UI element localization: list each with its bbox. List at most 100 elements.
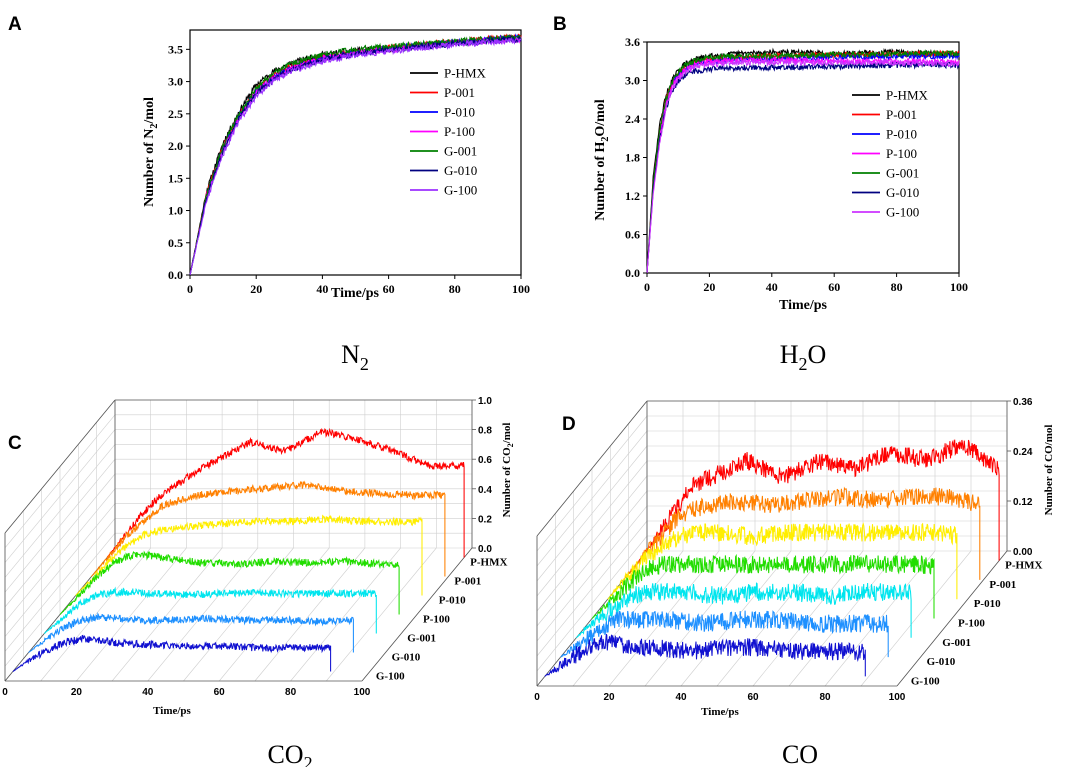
series-axis-label: P-010 [439,595,466,607]
series-line-p-010 [75,514,423,596]
series-lines-d [544,439,1000,677]
series-axis-label: G-010 [392,652,421,664]
x-tick-label: 100 [512,282,530,296]
caption-c: CO2 [267,740,312,767]
series-axis-label: G-100 [376,671,405,683]
series-axis-labels-d: P-HMX P-001 P-010 P-100 G-001 G-010 G-100 [911,560,1043,688]
z-axis-label-c: Number of CO2/mol [501,423,515,518]
grid-line [4,518,116,652]
legend-label-g-001: G-001 [444,144,477,159]
y-ticks-b: 0.0 0.6 1.2 1.8 2.4 3.0 3.6 [625,35,647,280]
grid-line [4,429,116,563]
z-tick-label: 0.4 [478,485,492,496]
y-tick-label: 0.6 [625,228,640,242]
series-line-p-100 [591,553,935,619]
series-axis-label: P-100 [958,618,985,630]
series-axis-label: P-001 [454,576,481,588]
x-tick-label: 40 [142,687,154,698]
y-tick-label: 0.0 [168,268,183,282]
series-line-g-010 [646,61,960,274]
series-axis-labels-c: P-HMX P-001 P-010 P-100 G-001 G-010 G-100 [376,557,508,683]
grid-line [536,475,648,612]
grid-line [860,550,972,687]
grid-line [788,550,900,687]
x-tick-label: 0 [534,692,540,703]
z-ticks-c: 0.0 0.2 0.4 0.6 0.8 1.0 [472,396,492,555]
series-line-g-100 [189,36,522,276]
panel-label-d: D [562,414,576,435]
z-tick-label: 0.2 [478,514,492,525]
grid-line [326,547,437,682]
z-tick-label: 0.12 [1013,497,1033,508]
grid-line [536,520,648,657]
legend-label-p-hmx: P-HMX [886,88,929,103]
grid-line [608,550,720,687]
grid-line [536,535,648,672]
legend-label-p-001: P-001 [444,85,475,100]
series-axis-label: G-001 [942,637,971,649]
series-lines-b [646,47,960,274]
caption-b: H2O [780,340,827,374]
x-tick-label: 80 [285,687,297,698]
x-tick-label: 40 [316,282,328,296]
x-axis-label-c: Time/ps [153,705,191,717]
series-axis-label: P-HMX [470,557,507,569]
z-tick-label: 0.36 [1013,397,1033,408]
y-axis-label-b: Number of H2O/mol [593,99,611,221]
panel-d: D 0 20 40 60 80 100 0.00 0.12 0.24 0.36 P-HMX P-0… [534,397,1055,767]
y-ticks-a: 0.0 0.5 1.0 1.5 2.0 2.5 3.0 3.5 [168,42,190,282]
x-tick-label: 0 [2,687,8,698]
z-tick-label: 0.24 [1013,447,1033,458]
legend-b: P-HMX P-001 P-010 P-100 G-001 G-010 G-100 [852,88,929,220]
series-axis-label: G-001 [407,633,436,645]
grid-line [536,445,648,582]
grid-line [4,503,116,637]
x-ticks-b: 0 20 40 60 80 100 [644,273,968,294]
series-line-g-010 [28,612,354,653]
legend-label-g-100: G-100 [444,183,477,198]
y-tick-label: 3.0 [625,74,640,88]
y-tick-label: 2.5 [168,107,183,121]
series-line-p-010 [607,522,958,600]
y-axis-label-a: Number of N2/mol [142,97,160,207]
x-tick-label: 100 [950,280,968,294]
legend-label-p-001: P-001 [886,107,917,122]
y-tick-label: 3.6 [625,35,640,49]
grid-line [254,547,366,682]
panel-label-b: B [553,14,567,35]
series-line-p-hmx [638,439,1000,561]
y-tick-label: 3.0 [168,75,183,89]
axes-edge [536,400,648,537]
legend-label-g-001: G-001 [886,166,919,181]
series-line-g-001 [43,586,377,634]
series-axis-label: G-100 [911,675,940,687]
panel-label-a: A [8,14,22,35]
legend-a: P-HMX P-001 P-010 P-100 G-001 G-010 G-100 [410,66,487,198]
z-tick-label: 0.8 [478,426,492,437]
x-tick-label: 60 [747,692,759,703]
x-axis-label-d: Time/ps [701,706,739,718]
legend-label-p-010: P-010 [444,105,475,120]
axes-box-c [4,399,473,682]
x-tick-label: 100 [354,687,371,698]
series-axis-label: P-010 [974,598,1001,610]
grid-line [76,547,187,682]
series-line-p-hmx [646,47,960,274]
series-line-g-010 [560,610,889,658]
series-line-p-001 [646,49,960,274]
y-tick-label: 1.5 [168,171,183,185]
grid-line [536,460,648,597]
caption-d: CO [782,740,818,767]
legend-label-p-hmx: P-HMX [444,66,487,81]
y-tick-label: 3.5 [168,42,183,56]
x-tick-label: 20 [603,692,615,703]
series-axis-label: P-100 [423,614,450,626]
panel-b: B 0.0 0.6 1.2 1.8 2.4 3.0 3.6 0 20 40 60 80 100 Tim… [553,14,968,374]
y-tick-label: 1.2 [625,189,640,203]
series-line-p-001 [91,480,446,577]
series-line-g-001 [575,582,912,639]
x-tick-label: 20 [71,687,83,698]
grid-line [4,444,116,578]
grid-line [536,415,648,552]
